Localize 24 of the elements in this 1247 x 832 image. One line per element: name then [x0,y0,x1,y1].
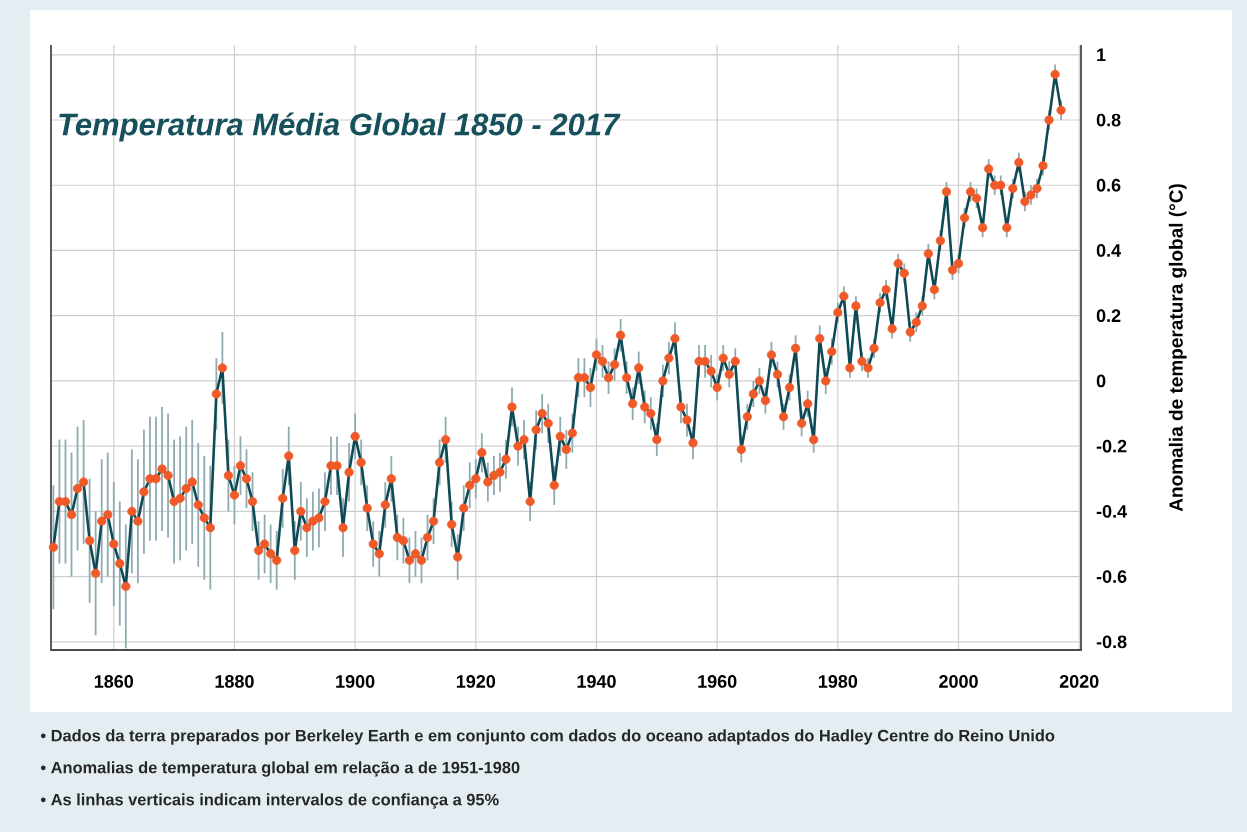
x-tick-label: 1940 [577,675,616,688]
text: • Dados da terra preparados por Berkeley Earth e em conjunto com dados do oceano adaptados do Hadley Centre do Reino Unido [40,729,1055,745]
y-tick-label: -0.4 [1096,505,1127,518]
y-tick-label: 0.6 [1096,178,1121,192]
text: Temperatura Média Global 1850 - 2017 [59,112,621,142]
x-tick-label: 1980 [818,675,858,688]
x-tick-label: 1880 [215,675,254,688]
x-tick-label: 1860 [94,675,134,688]
y-tick-label: 0.8 [1096,113,1121,127]
y-tick-label: 0.2 [1096,309,1121,323]
x-tick-label: 1920 [456,675,496,688]
y-tick-label: 0 [1096,374,1106,388]
x-tick-label: 2000 [939,675,978,688]
x-tick-label: 1960 [698,675,737,688]
y-tick-label: -0.6 [1096,570,1127,583]
y-axis-title: Anomalia de temperatura global (°C) [1168,184,1187,512]
y-tick-label: -0.2 [1096,439,1127,453]
y-tick-label: 1 [1097,48,1106,61]
y-tick-label: 0.4 [1096,244,1121,257]
x-tick-label: 2020 [1059,675,1099,688]
text: • Anomalias de temperatura global em relação a de 1951-1980 [40,761,520,777]
text: • As linhas verticais indicam intervalos de confiança a 95% [40,793,499,809]
y-tick-label: -0.8 [1096,635,1127,649]
x-tick-label: 1900 [336,675,375,688]
